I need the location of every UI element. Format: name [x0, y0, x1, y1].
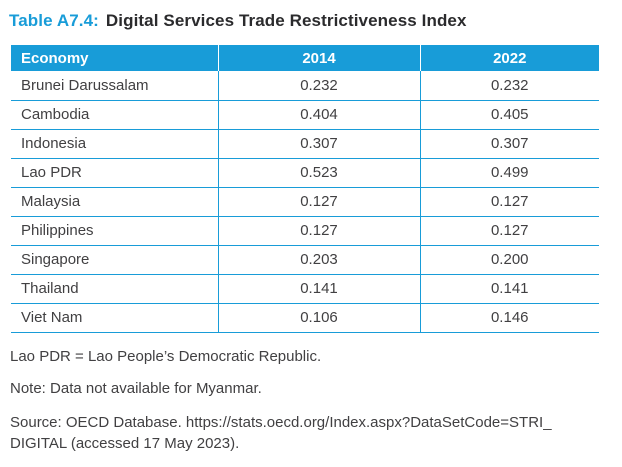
value-2014-cell: 0.232: [217, 71, 420, 101]
economy-cell: Cambodia: [11, 100, 218, 130]
table-row: Lao PDR 0.523 0.499: [11, 158, 599, 188]
footnote-source-line1: Source: OECD Database. https://stats.oec…: [10, 413, 552, 431]
table-row: Philippines 0.127 0.127: [11, 216, 599, 246]
table-row: Brunei Darussalam 0.232 0.232: [11, 71, 599, 101]
value-2014-cell: 0.523: [217, 158, 420, 188]
economy-cell: Brunei Darussalam: [11, 71, 218, 101]
footnotes: Lao PDR = Lao People’s Democratic Republ…: [10, 348, 611, 454]
table-header-row: Economy 2014 2022: [11, 45, 599, 71]
table-row: Indonesia 0.307 0.307: [11, 129, 599, 159]
economy-cell: Lao PDR: [11, 158, 218, 188]
economy-cell: Singapore: [11, 245, 218, 275]
value-2014-cell: 0.404: [217, 100, 420, 130]
value-2014-cell: 0.307: [217, 129, 420, 159]
column-header-2022: 2022: [419, 45, 599, 71]
table-number-label: Table A7.4:: [9, 11, 99, 30]
value-2022-cell: 0.127: [419, 187, 599, 217]
table-title-text: Digital Services Trade Restrictiveness I…: [105, 11, 467, 30]
table-row: Singapore 0.203 0.200: [11, 245, 599, 275]
column-header-economy: Economy: [11, 45, 218, 71]
table-row: Viet Nam 0.106 0.146: [11, 303, 599, 333]
value-2022-cell: 0.405: [419, 100, 599, 130]
value-2022-cell: 0.146: [419, 303, 599, 333]
table-row: Cambodia 0.404 0.405: [11, 100, 599, 130]
value-2022-cell: 0.127: [419, 216, 599, 246]
value-2014-cell: 0.127: [217, 187, 420, 217]
value-2014-cell: 0.127: [217, 216, 420, 246]
economy-cell: Thailand: [11, 274, 218, 304]
table-row: Thailand 0.141 0.141: [11, 274, 599, 304]
page: Table A7.4: Digital Services Trade Restri…: [9, 11, 611, 454]
value-2014-cell: 0.141: [217, 274, 420, 304]
footnote-abbreviation: Lao PDR = Lao People’s Democratic Republ…: [10, 347, 322, 365]
economy-cell: Indonesia: [11, 129, 218, 159]
value-2014-cell: 0.203: [217, 245, 420, 275]
stri-table: Economy 2014 2022 Brunei Darussalam 0.23…: [11, 45, 599, 333]
value-2022-cell: 0.141: [419, 274, 599, 304]
economy-cell: Philippines: [11, 216, 218, 246]
footnote-note: Note: Data not available for Myanmar.: [10, 379, 262, 397]
column-header-2014: 2014: [217, 45, 420, 71]
footnote-source-line2: DIGITAL (accessed 17 May 2023).: [10, 434, 240, 452]
value-2022-cell: 0.232: [419, 71, 599, 101]
page-title: Table A7.4: Digital Services Trade Restri…: [9, 11, 611, 31]
economy-cell: Malaysia: [11, 187, 218, 217]
value-2022-cell: 0.499: [419, 158, 599, 188]
value-2022-cell: 0.307: [419, 129, 599, 159]
value-2022-cell: 0.200: [419, 245, 599, 275]
economy-cell: Viet Nam: [11, 303, 218, 333]
value-2014-cell: 0.106: [217, 303, 420, 333]
footnote-source: Source: OECD Database. https://stats.oec…: [10, 412, 611, 454]
table-row: Malaysia 0.127 0.127: [11, 187, 599, 217]
